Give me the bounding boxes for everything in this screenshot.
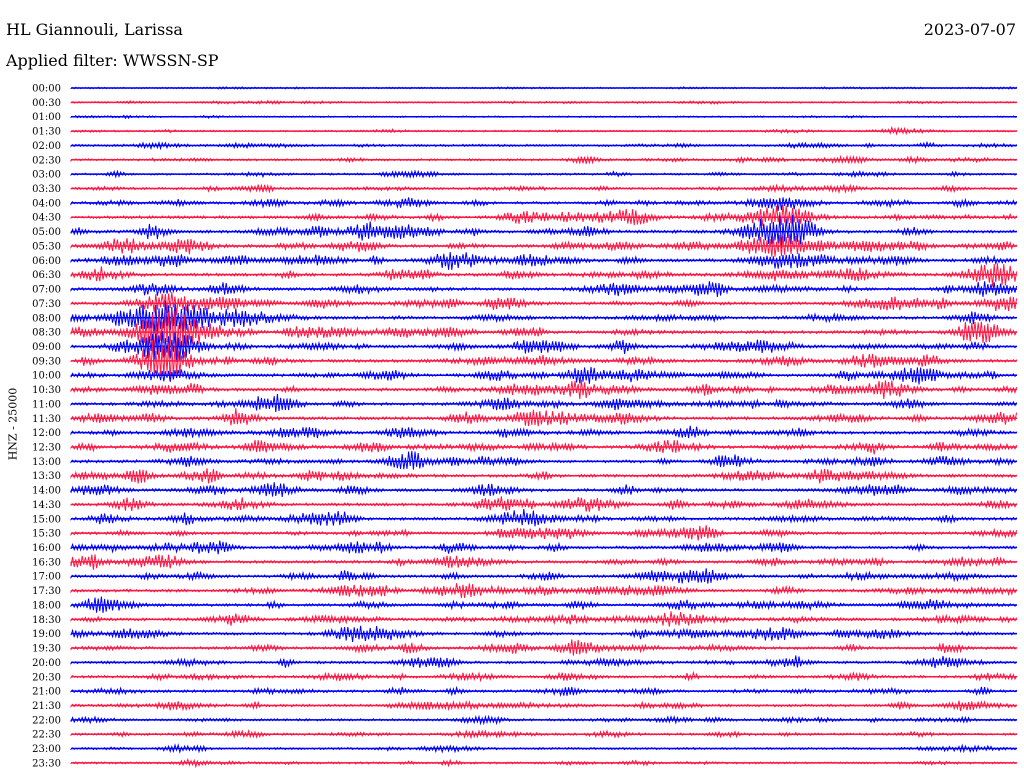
filter-label: Applied filter: WWSSN-SP <box>6 51 219 70</box>
trace-0400 <box>70 197 1018 211</box>
trace-1030 <box>70 379 1018 400</box>
tick-label-1500: 15:00 <box>32 514 61 525</box>
tick-label-2100: 21:00 <box>32 687 61 698</box>
tick-label-1400: 14:00 <box>32 486 61 497</box>
tick-label-2330: 23:30 <box>32 758 61 769</box>
tick-label-0830: 08:30 <box>32 328 61 339</box>
trace-1100 <box>70 393 1018 413</box>
tick-label-1230: 12:30 <box>32 443 61 454</box>
trace-0430 <box>70 204 1018 227</box>
tick-label-1300: 13:00 <box>32 457 61 468</box>
tick-label-2200: 22:00 <box>32 715 61 726</box>
tick-label-0130: 01:30 <box>32 127 61 138</box>
tick-label-1630: 16:30 <box>32 557 61 568</box>
tick-label-0700: 07:00 <box>32 285 61 296</box>
tick-label-0430: 04:30 <box>32 213 61 224</box>
tick-label-0630: 06:30 <box>32 270 61 281</box>
trace-1500 <box>70 509 1017 527</box>
tick-label-0500: 05:00 <box>32 227 61 238</box>
trace-0930 <box>70 339 1017 381</box>
tick-label-0900: 09:00 <box>32 342 61 353</box>
tick-label-0300: 03:00 <box>32 170 61 181</box>
record-date: 2023-07-07 <box>923 20 1016 39</box>
tick-label-2000: 20:00 <box>32 658 61 669</box>
tick-label-1030: 10:30 <box>32 385 61 396</box>
tick-label-0030: 00:30 <box>32 98 61 109</box>
tick-label-2300: 23:00 <box>32 744 61 755</box>
tick-label-1330: 13:30 <box>32 471 61 482</box>
trace-1130 <box>70 408 1018 427</box>
tick-label-2130: 21:30 <box>32 701 61 712</box>
tick-label-0000: 00:00 <box>32 84 61 95</box>
tick-label-1430: 14:30 <box>32 500 61 511</box>
tick-label-1530: 15:30 <box>32 529 61 540</box>
tick-label-0100: 01:00 <box>32 112 61 123</box>
tick-label-2230: 22:30 <box>32 730 61 741</box>
tick-label-0800: 08:00 <box>32 313 61 324</box>
tick-label-1730: 17:30 <box>32 586 61 597</box>
tick-label-1700: 17:00 <box>32 572 61 583</box>
tick-label-0400: 04:00 <box>32 198 61 209</box>
tick-label-0330: 03:30 <box>32 184 61 195</box>
tick-label-1000: 10:00 <box>32 371 61 382</box>
seismic-traces <box>70 85 1018 769</box>
tick-label-1900: 19:00 <box>32 629 61 640</box>
time-tick-labels: 00:00 00:30 01:00 01:30 02:00 02:30 03:00 03:30… <box>32 84 61 770</box>
tick-label-1100: 11:00 <box>32 399 61 410</box>
trace-0730 <box>70 292 1018 315</box>
tick-label-0600: 06:00 <box>32 256 61 267</box>
tick-label-0200: 02:00 <box>32 141 61 152</box>
tick-label-1830: 18:30 <box>32 615 61 626</box>
tick-label-1800: 18:00 <box>32 600 61 611</box>
tick-label-1130: 11:30 <box>32 414 61 425</box>
tick-label-0930: 09:30 <box>32 356 61 367</box>
station-title: HL Giannouli, Larissa <box>6 20 183 39</box>
tick-label-0530: 05:30 <box>32 241 61 252</box>
tick-label-1930: 19:30 <box>32 644 61 655</box>
tick-label-2030: 20:30 <box>32 672 61 683</box>
tick-label-1600: 16:00 <box>32 543 61 554</box>
tick-label-0230: 02:30 <box>32 155 61 166</box>
tick-label-0730: 07:30 <box>32 299 61 310</box>
tick-label-1200: 12:00 <box>32 428 61 439</box>
